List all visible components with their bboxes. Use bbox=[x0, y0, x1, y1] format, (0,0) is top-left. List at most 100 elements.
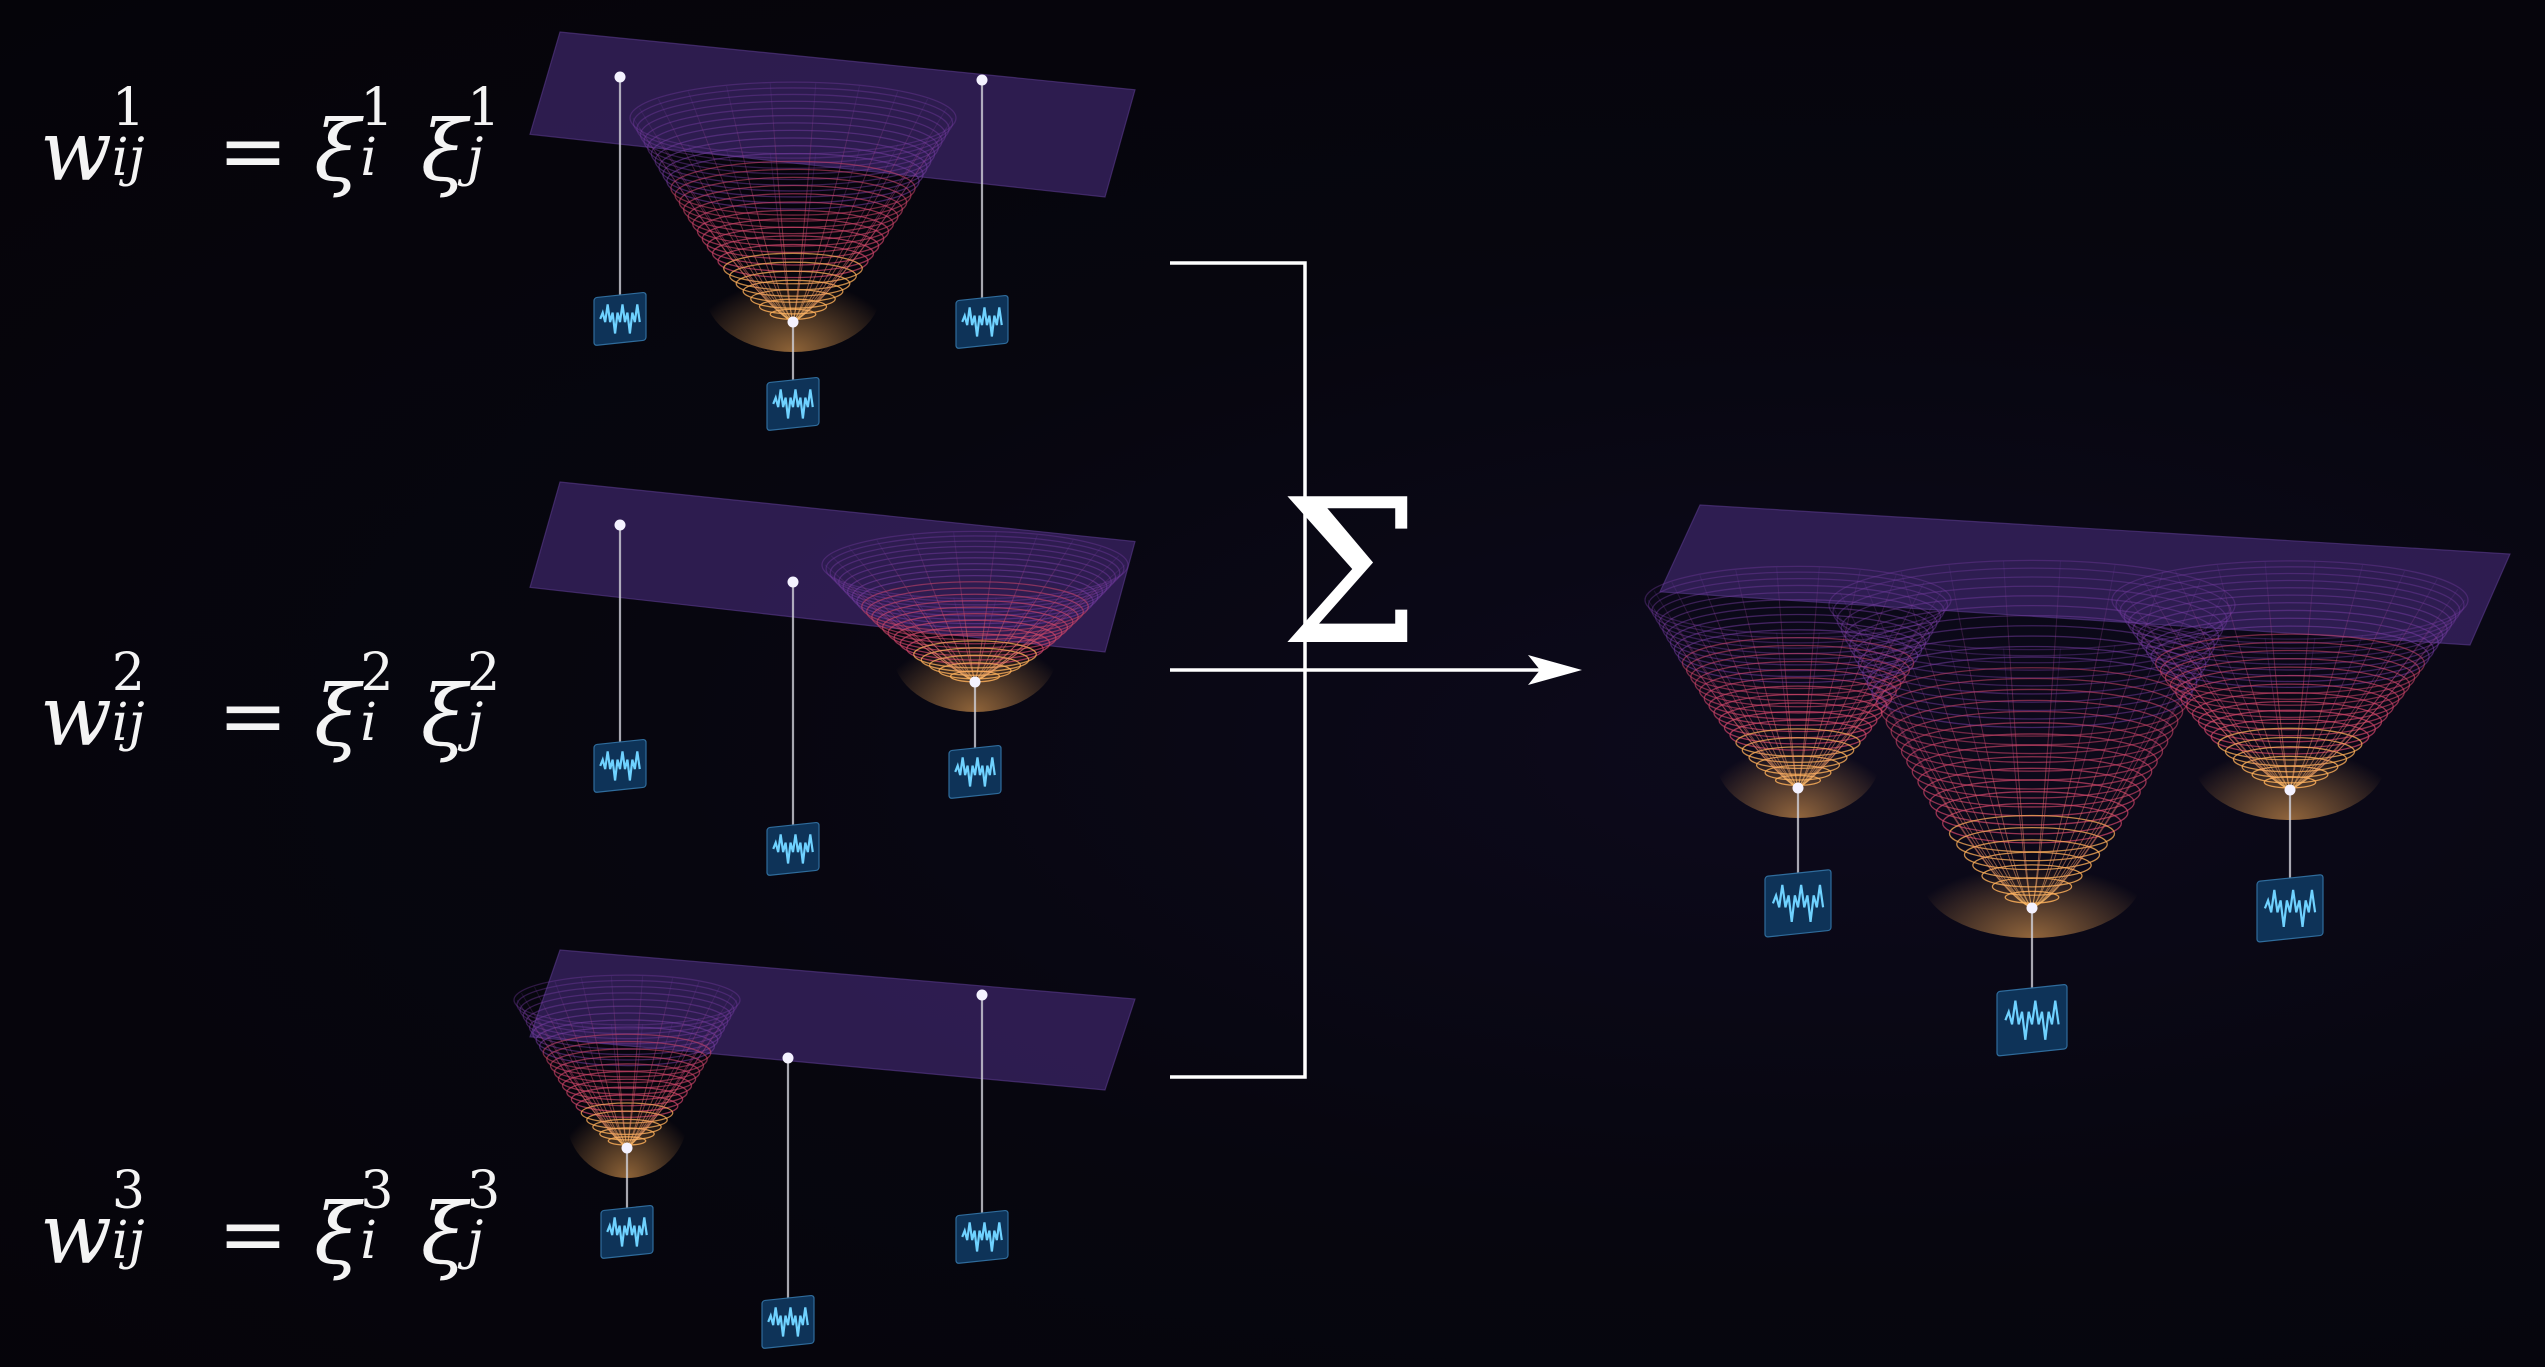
well-contour bbox=[1866, 645, 2198, 720]
well-contour bbox=[2159, 641, 2421, 700]
well-mesh-line bbox=[2289, 570, 2406, 791]
xi-symbol-j: ξ bbox=[420, 101, 468, 200]
well-mesh-line bbox=[792, 83, 817, 323]
well-contour bbox=[632, 87, 954, 159]
xi-i-superscript: 1 bbox=[360, 77, 394, 138]
well-contour bbox=[2217, 727, 2363, 761]
well-contour bbox=[692, 201, 894, 247]
well-contour bbox=[1991, 877, 2073, 896]
weight-equation-1: w 1 ij = ξ 1 i ξ 1 j bbox=[40, 82, 528, 193]
memory-node bbox=[976, 989, 988, 1001]
well-contour bbox=[561, 1070, 693, 1101]
weight-symbol: w bbox=[40, 666, 112, 765]
well-contour bbox=[2111, 560, 2469, 640]
xi-i-superscript: 3 bbox=[360, 1160, 394, 1221]
weight-symbol: w bbox=[40, 101, 112, 200]
well-contour bbox=[842, 557, 1108, 617]
well-contour bbox=[2123, 579, 2457, 655]
well-contour bbox=[2150, 625, 2430, 688]
well-mesh-line bbox=[534, 986, 628, 1149]
well-mesh-line bbox=[2174, 570, 2291, 791]
energy-well bbox=[629, 81, 957, 352]
xi-j-superscript: 3 bbox=[467, 1160, 501, 1221]
landscape-panel-3 bbox=[513, 949, 1136, 1349]
well-contour bbox=[861, 581, 1089, 633]
well-contour bbox=[1651, 577, 1945, 644]
memory-node bbox=[787, 576, 799, 588]
well-contour bbox=[674, 168, 912, 222]
audio-wave bbox=[2263, 889, 2317, 927]
well-contour bbox=[2251, 765, 2329, 784]
well-mesh-line bbox=[2031, 561, 2061, 909]
well-contour bbox=[532, 1012, 722, 1056]
well-contour bbox=[549, 1048, 705, 1084]
audio-wave bbox=[954, 757, 996, 787]
audio-waveform-icon bbox=[766, 821, 820, 876]
landscape-panel-2 bbox=[529, 481, 1136, 876]
well-contour bbox=[742, 279, 844, 303]
well-contour bbox=[1703, 677, 1893, 720]
well-mesh-line bbox=[2289, 578, 2438, 791]
well-contour bbox=[1885, 688, 2179, 755]
well-contour bbox=[2115, 566, 2465, 644]
well-glow bbox=[1715, 698, 1881, 818]
well-mesh-line bbox=[2289, 564, 2364, 791]
well-mesh-line bbox=[1776, 567, 1799, 789]
well-mesh-line bbox=[2121, 588, 2291, 791]
well-contour bbox=[535, 1019, 719, 1061]
well-contour bbox=[2232, 746, 2348, 773]
equals-sign: = bbox=[217, 666, 289, 765]
well-contour bbox=[1665, 606, 1931, 666]
audio-waveform-icon bbox=[955, 1209, 1009, 1264]
memory-node bbox=[2284, 784, 2296, 796]
well-contour bbox=[717, 243, 869, 279]
energy-well bbox=[821, 530, 1129, 712]
audio-waveform-icon bbox=[2256, 874, 2324, 943]
well-mesh-line bbox=[610, 976, 628, 1149]
well-contour bbox=[519, 985, 735, 1035]
flat-plane bbox=[529, 31, 1136, 198]
well-mesh-line bbox=[1863, 628, 2033, 909]
well-contour bbox=[1828, 559, 2236, 651]
well-contour bbox=[1956, 826, 2108, 862]
well-mesh-line bbox=[876, 539, 976, 683]
well-mesh-line bbox=[1839, 592, 2033, 909]
xi-j-superscript: 1 bbox=[467, 77, 501, 138]
well-mesh-line bbox=[626, 986, 720, 1149]
well-contour bbox=[1981, 864, 2083, 888]
audio-waveform-icon bbox=[766, 376, 820, 431]
energy-well bbox=[2111, 560, 2469, 820]
well-mesh-line bbox=[626, 977, 674, 1149]
well-contour bbox=[1840, 585, 2224, 671]
arrow-head-icon bbox=[1528, 655, 1582, 685]
well-contour bbox=[1669, 613, 1927, 672]
equals-sign: = bbox=[217, 101, 289, 200]
well-mesh-line bbox=[2031, 564, 2116, 909]
weight-superscript: 3 bbox=[111, 1160, 146, 1221]
well-contour bbox=[553, 1055, 701, 1089]
memory-node bbox=[969, 676, 981, 688]
well-mesh-line bbox=[2031, 638, 2164, 909]
well-contour bbox=[2204, 709, 2376, 749]
well-mesh-line bbox=[912, 534, 976, 683]
well-mesh-line bbox=[2264, 561, 2291, 791]
well-contour bbox=[566, 1078, 688, 1107]
well-contour bbox=[1662, 599, 1934, 660]
well-contour bbox=[1853, 614, 2211, 695]
well-contour bbox=[670, 160, 916, 216]
audio-waveform-icon bbox=[593, 738, 647, 793]
memory-node bbox=[1792, 782, 1804, 794]
weight-symbol: w bbox=[40, 1184, 112, 1283]
well-mesh-line bbox=[2216, 564, 2291, 791]
well-contour bbox=[906, 633, 1044, 665]
well-contour bbox=[575, 1094, 679, 1118]
well-contour bbox=[2164, 649, 2416, 706]
flat-plane bbox=[529, 949, 1136, 1091]
well-mesh-line bbox=[953, 532, 976, 683]
well-contour bbox=[735, 270, 851, 297]
xi-symbol-j: ξ bbox=[420, 666, 468, 765]
audio-waveform-icon bbox=[955, 294, 1009, 349]
well-contour bbox=[2145, 617, 2435, 683]
well-contour bbox=[1862, 635, 2202, 712]
well-contour bbox=[643, 107, 943, 175]
